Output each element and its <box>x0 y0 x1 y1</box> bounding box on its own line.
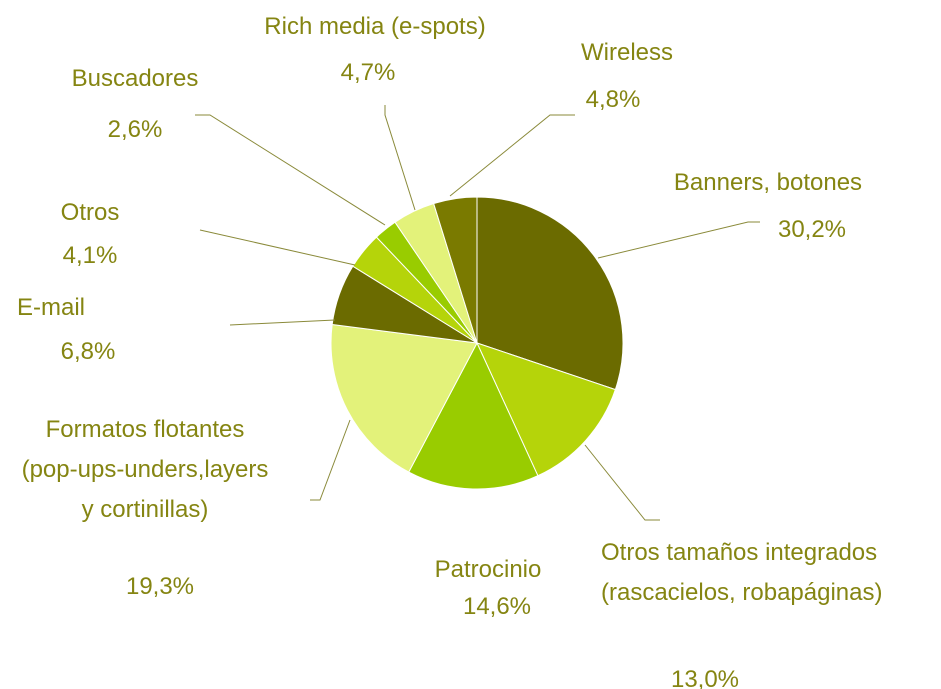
pie-slice <box>330 323 478 473</box>
leader-line <box>310 419 351 501</box>
value-label: 6,8% <box>60 338 116 365</box>
slice-label: Patrocinio <box>434 556 542 583</box>
leader-line <box>597 221 760 259</box>
value-label: 2,6% <box>107 116 163 143</box>
leader-line <box>229 319 336 326</box>
value-label: 4,8% <box>585 86 641 113</box>
leader-line <box>199 229 356 266</box>
slice-label: Otros <box>60 199 120 226</box>
slice-label: Buscadores <box>71 65 199 92</box>
pie-slice <box>408 341 539 490</box>
leader-line <box>195 114 386 226</box>
value-label: 4,1% <box>62 242 118 269</box>
slice-label: E-mail <box>17 294 86 321</box>
value-label: 13,0% <box>670 666 740 689</box>
pie-slice <box>433 196 478 344</box>
value-label: 19,3% <box>125 573 195 600</box>
slice-label: Banners, botones <box>673 169 863 196</box>
pie-slice <box>476 342 616 477</box>
leader-line <box>384 105 416 211</box>
leader-line <box>449 114 575 197</box>
value-label: 30,2% <box>777 216 847 243</box>
slice-label: Wireless <box>580 39 674 66</box>
value-label: 4,7% <box>340 59 396 86</box>
slice-label: Rich media (e-spots) <box>264 13 486 40</box>
slice-label: Formatos flotantes (pop-ups-unders,layer… <box>21 416 269 523</box>
leader-line <box>584 444 660 521</box>
value-label: 14,6% <box>462 593 532 620</box>
pie-slice <box>476 196 624 391</box>
slice-label: Otros tamaños integrados (rascacielos, r… <box>601 539 883 606</box>
